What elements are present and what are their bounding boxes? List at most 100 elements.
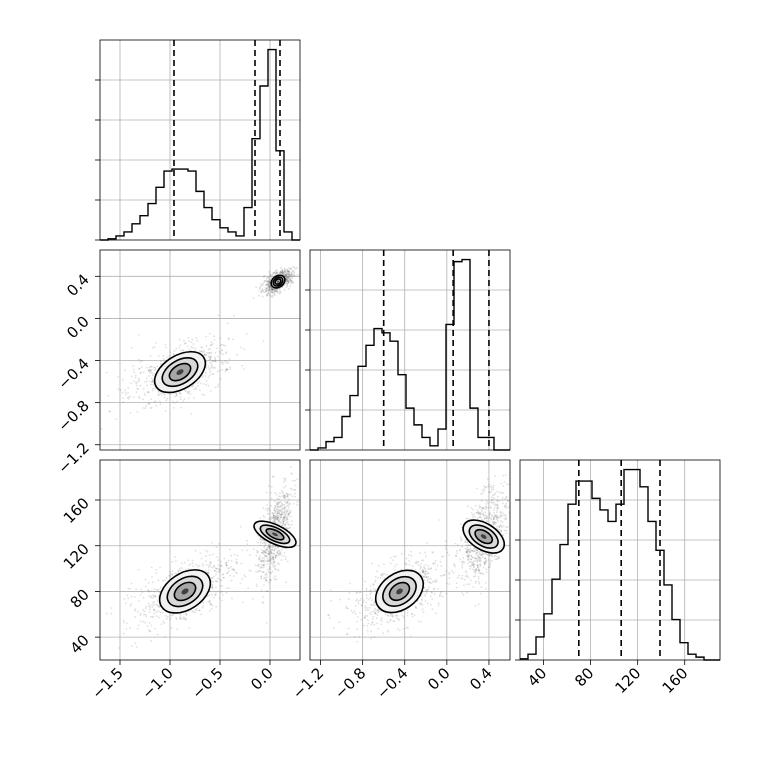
scatter-point xyxy=(200,346,203,349)
scatter-point xyxy=(273,561,275,564)
scatter-point xyxy=(476,551,478,554)
scatter-point xyxy=(127,392,129,394)
scatter-point xyxy=(485,503,487,505)
scatter-point xyxy=(274,517,277,520)
scatter-point xyxy=(460,539,463,542)
scatter-point xyxy=(283,552,286,554)
scatter-point xyxy=(461,546,464,548)
scatter-point xyxy=(144,607,147,609)
scatter-point xyxy=(257,570,259,573)
scatter-point xyxy=(265,491,268,494)
scatter-point xyxy=(406,614,409,617)
scatter-point xyxy=(148,590,151,593)
scatter-point xyxy=(210,577,213,579)
scatter-point xyxy=(273,549,276,552)
scatter-point xyxy=(261,542,264,544)
scatter-point xyxy=(130,582,133,585)
scatter-point xyxy=(286,518,289,520)
scatter-point xyxy=(374,607,377,610)
scatter-point xyxy=(354,605,357,607)
scatter-point xyxy=(287,281,290,284)
scatter-point xyxy=(493,493,496,496)
scatter-point xyxy=(468,565,471,568)
scatter-point xyxy=(259,287,262,290)
scatter-point xyxy=(494,523,496,526)
scatter-point xyxy=(286,282,289,285)
scatter-point xyxy=(437,604,440,607)
scatter-point xyxy=(210,351,213,354)
scatter-point xyxy=(269,275,271,278)
scatter-point xyxy=(289,509,292,512)
scatter-point xyxy=(179,617,182,620)
scatter-point xyxy=(403,562,406,564)
scatter-point xyxy=(205,366,208,369)
scatter-point xyxy=(452,571,455,574)
scatter-point xyxy=(290,280,292,283)
scatter-point xyxy=(269,518,272,521)
scatter-point xyxy=(170,572,172,575)
scatter-point xyxy=(210,365,213,367)
scatter-point xyxy=(490,498,493,501)
scatter-point xyxy=(483,557,486,560)
scatter-point xyxy=(241,364,244,367)
scatter-point xyxy=(283,517,286,520)
scatter-point xyxy=(281,524,284,527)
scatter-point xyxy=(267,288,270,291)
scatter-point xyxy=(106,612,108,615)
scatter-point xyxy=(262,566,265,569)
scatter-point xyxy=(143,392,146,395)
scatter-point xyxy=(482,552,484,554)
scatter-point xyxy=(279,271,282,274)
scatter-point xyxy=(269,492,272,494)
scatter-point xyxy=(165,615,168,617)
scatter-point xyxy=(460,538,463,541)
scatter-point xyxy=(374,589,377,592)
axes-frame xyxy=(309,459,511,661)
scatter-point xyxy=(117,375,120,378)
scatter-point xyxy=(429,567,432,569)
scatter-point xyxy=(265,281,268,283)
scatter-point xyxy=(204,549,207,552)
scatter-point xyxy=(373,636,376,638)
scatter-point xyxy=(419,552,421,554)
scatter-point xyxy=(150,566,153,569)
scatter-point xyxy=(488,516,491,518)
scatter-point xyxy=(218,369,221,372)
scatter-point xyxy=(279,271,282,274)
scatter-point xyxy=(287,278,290,280)
scatter-point xyxy=(407,626,409,629)
scatter-point xyxy=(190,341,193,344)
scatter-point xyxy=(259,567,262,569)
scatter-point xyxy=(469,551,472,553)
scatter-point xyxy=(276,501,279,504)
scatter-point xyxy=(286,275,289,278)
scatter-point xyxy=(211,360,213,363)
scatter-point xyxy=(442,555,445,558)
scatter-point xyxy=(273,288,276,291)
scatter-point xyxy=(433,592,436,595)
scatter-point xyxy=(186,390,189,393)
scatter-point xyxy=(281,513,284,516)
scatter-point xyxy=(208,610,211,612)
scatter-point xyxy=(265,573,268,576)
scatter-point xyxy=(476,512,478,515)
scatter-point xyxy=(473,566,475,568)
scatter-point xyxy=(217,564,220,566)
scatter-point xyxy=(190,346,193,349)
scatter-point xyxy=(180,562,183,564)
scatter-point xyxy=(274,578,277,581)
scatter-point xyxy=(489,562,492,564)
scatter-point xyxy=(286,274,289,276)
scatter-point xyxy=(220,590,223,593)
scatter-point xyxy=(286,279,288,282)
scatter-point xyxy=(287,280,290,282)
scatter-point xyxy=(286,276,289,278)
scatter-point xyxy=(276,552,279,555)
scatter-point xyxy=(268,286,271,288)
scatter-point xyxy=(364,614,367,617)
scatter-point xyxy=(263,544,266,547)
scatter-point xyxy=(288,275,291,278)
scatter-point xyxy=(284,270,287,273)
scatter-point xyxy=(470,554,473,557)
scatter-point xyxy=(285,511,287,514)
